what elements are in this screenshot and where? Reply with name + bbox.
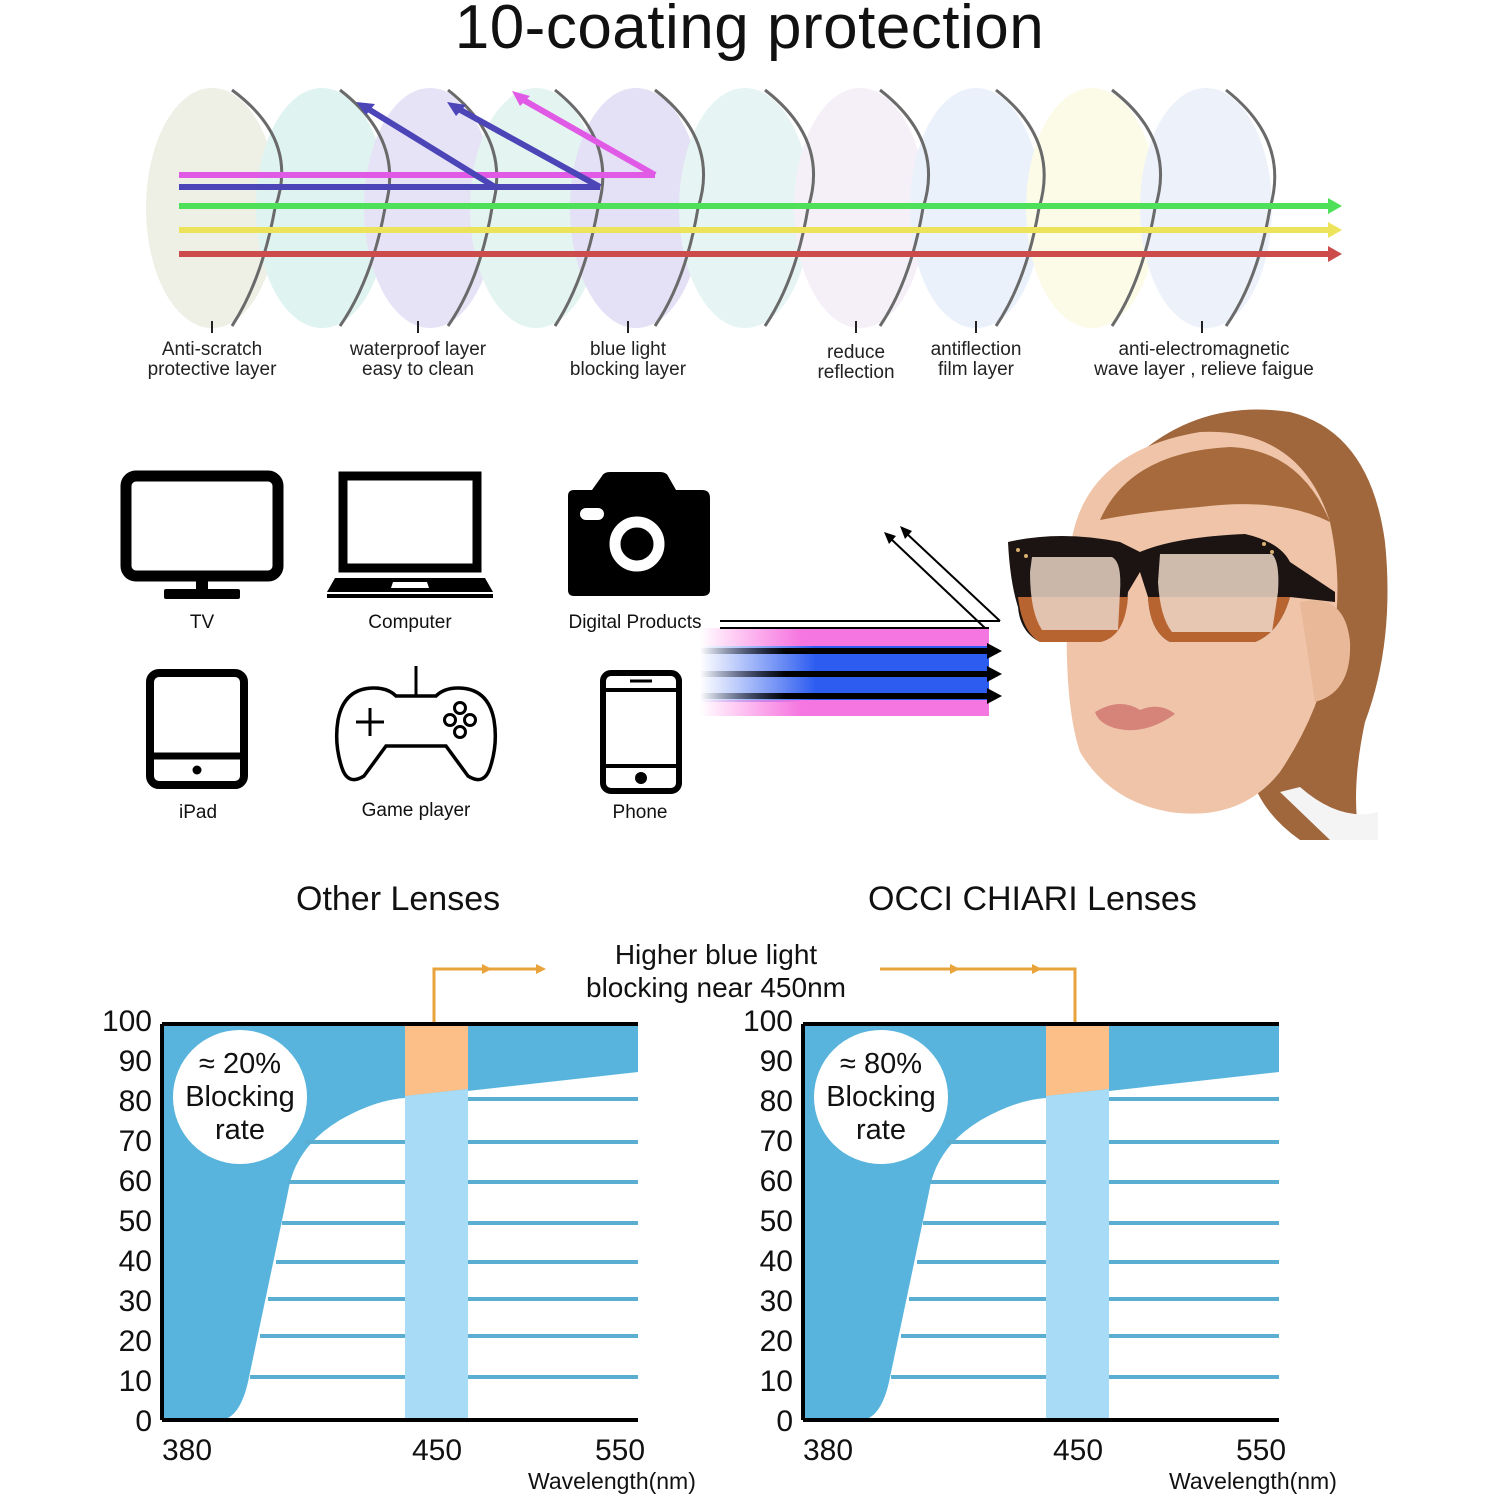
chart-title-other-lenses: Other Lenses bbox=[296, 880, 501, 918]
x-tick: 450 bbox=[1053, 1434, 1104, 1467]
layer-label-line: antiflection bbox=[930, 339, 1022, 360]
device-label-tv: TV bbox=[189, 612, 215, 633]
y-tick: 80 bbox=[118, 1085, 152, 1118]
y-tick: 30 bbox=[759, 1285, 793, 1318]
y-tick: 0 bbox=[135, 1405, 152, 1438]
badge-label: Blocking bbox=[826, 1080, 936, 1113]
layer-label-line: easy to clean bbox=[362, 359, 474, 380]
layer-label-line: film layer bbox=[937, 359, 1014, 380]
layer-label-antiflection: antiflection film layer bbox=[896, 340, 1056, 380]
callout-arrows bbox=[432, 964, 1077, 1023]
blocking-rate-badge-left: ≈ 20% Blocking rate bbox=[173, 1030, 307, 1164]
badge-label: rate bbox=[215, 1113, 265, 1146]
layer-label-anti-scratch: Anti-scratch protective layer bbox=[112, 340, 312, 380]
layer-label-line: blue light bbox=[589, 339, 667, 360]
device-label-ipad: iPad bbox=[178, 802, 218, 823]
y-tick: 70 bbox=[118, 1125, 152, 1158]
page-title: 10-coating protection bbox=[454, 0, 1045, 62]
y-tick: 10 bbox=[759, 1365, 793, 1398]
device-label-game-player: Game player bbox=[361, 800, 471, 821]
y-tick: 100 bbox=[742, 1005, 793, 1038]
tablet-icon bbox=[146, 669, 248, 789]
layer-label-line: waterproof layer bbox=[349, 339, 487, 360]
x-axis-label-left: Wavelength(nm) bbox=[528, 1468, 696, 1494]
y-tick: 60 bbox=[759, 1165, 793, 1198]
layer-label-line: reflection bbox=[817, 362, 895, 383]
device-label-computer: Computer bbox=[368, 612, 452, 633]
light-rays bbox=[179, 91, 1342, 262]
layer-label-line: anti-electromagnetic bbox=[1118, 339, 1290, 360]
gamepad-icon bbox=[334, 666, 498, 782]
blocking-chart-occi-chiari bbox=[801, 1022, 1279, 1422]
highlight-note: Higher blue light blocking near 450nm bbox=[566, 938, 866, 1004]
chart-title-occi-chiari-lenses: OCCI CHIARI Lenses bbox=[868, 880, 1197, 918]
y-tick: 100 bbox=[101, 1005, 152, 1038]
layer-label-blue-light: blue light blocking layer bbox=[528, 340, 728, 380]
y-tick: 0 bbox=[776, 1405, 793, 1438]
highlight-note-line: blocking near 450nm bbox=[586, 972, 846, 1003]
x-axis-label-right: Wavelength(nm) bbox=[1169, 1468, 1337, 1494]
model-wearing-glasses-photo bbox=[1008, 409, 1388, 840]
x-tick: 450 bbox=[412, 1434, 463, 1467]
badge-value: ≈ 80% bbox=[839, 1047, 922, 1080]
tv-icon bbox=[120, 470, 284, 599]
coating-layers-diagram bbox=[146, 88, 1342, 333]
layer-label-line: blocking layer bbox=[569, 359, 687, 380]
badge-label: rate bbox=[856, 1113, 906, 1146]
blocking-rate-badge-right: ≈ 80% Blocking rate bbox=[814, 1030, 948, 1164]
y-tick: 60 bbox=[118, 1165, 152, 1198]
layer-label-anti-electromagnetic: anti-electromagnetic wave layer , reliev… bbox=[1064, 340, 1344, 380]
layer-label-reduce-reflection: reduce reflection bbox=[776, 343, 936, 383]
y-tick: 30 bbox=[118, 1285, 152, 1318]
layer-label-line: reduce bbox=[826, 342, 886, 363]
y-tick: 90 bbox=[118, 1045, 152, 1078]
x-tick: 380 bbox=[162, 1434, 213, 1467]
badge-label: Blocking bbox=[185, 1080, 295, 1113]
x-tick: 550 bbox=[595, 1434, 646, 1467]
y-tick: 70 bbox=[759, 1125, 793, 1158]
y-tick: 40 bbox=[759, 1245, 793, 1278]
y-tick: 50 bbox=[759, 1205, 793, 1238]
x-tick: 380 bbox=[803, 1434, 854, 1467]
badge-value: ≈ 20% bbox=[198, 1047, 281, 1080]
layer-label-waterproof: waterproof layer easy to clean bbox=[318, 340, 518, 380]
camera-icon bbox=[568, 472, 710, 596]
x-tick: 550 bbox=[1236, 1434, 1287, 1467]
layer-label-line: wave layer , relieve faigue bbox=[1094, 359, 1314, 380]
blocking-chart-other-lenses bbox=[160, 1022, 638, 1422]
y-tick: 80 bbox=[759, 1085, 793, 1118]
highlight-note-line: Higher blue light bbox=[614, 939, 818, 970]
y-tick: 20 bbox=[118, 1325, 152, 1358]
device-label-digital-products: Digital Products bbox=[568, 612, 702, 633]
y-tick: 40 bbox=[118, 1245, 152, 1278]
y-tick: 20 bbox=[759, 1325, 793, 1358]
y-tick: 90 bbox=[759, 1045, 793, 1078]
y-tick: 50 bbox=[118, 1205, 152, 1238]
layer-label-line: Anti-scratch bbox=[161, 339, 263, 360]
blue-light-beam-diagram bbox=[700, 526, 1002, 716]
laptop-icon bbox=[327, 471, 493, 598]
layer-label-line: protective layer bbox=[147, 359, 277, 380]
phone-icon bbox=[600, 670, 682, 794]
device-label-phone: Phone bbox=[612, 802, 668, 823]
y-tick: 10 bbox=[118, 1365, 152, 1398]
